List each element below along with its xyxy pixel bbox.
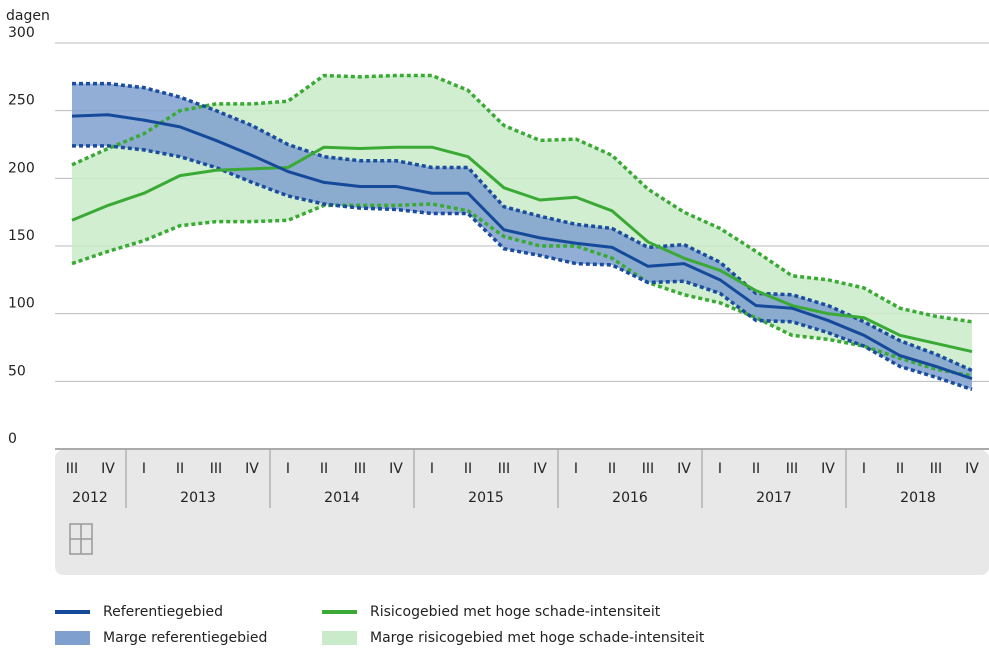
year-label: 2018 (900, 490, 936, 506)
x-tick-label: I (718, 461, 722, 477)
x-tick-label: IV (965, 461, 979, 477)
x-tick-label: IV (821, 461, 835, 477)
band-edge (72, 144, 973, 392)
legend-swatch (55, 631, 90, 645)
x-tick-label: IV (677, 461, 691, 477)
band-edge (71, 73, 973, 324)
x-tick-label: I (142, 461, 146, 477)
legend-label: Marge risicogebied met hoge schade-inten… (370, 630, 705, 646)
x-tick-label: III (930, 461, 942, 477)
y-tick-label: 50 (8, 363, 26, 379)
legend-label: Risicogebied met hoge schade-intensiteit (370, 604, 661, 620)
x-tick-label: I (430, 461, 434, 477)
x-tick-label: II (464, 461, 472, 477)
year-label: 2012 (72, 490, 108, 506)
band-area (72, 83, 972, 390)
x-tick-label: I (574, 461, 578, 477)
x-tick-label: II (608, 461, 616, 477)
band-edge (71, 202, 973, 378)
x-tick-label: II (896, 461, 904, 477)
x-tick-label: III (354, 461, 366, 477)
year-label: 2015 (468, 490, 504, 506)
logo (69, 523, 93, 555)
legend-label: Referentiegebied (103, 604, 223, 620)
x-tick-label: III (786, 461, 798, 477)
y-tick-label: 150 (8, 228, 35, 244)
x-tick-label: IV (533, 461, 547, 477)
x-tick-label: II (320, 461, 328, 477)
year-label: 2013 (180, 490, 216, 506)
y-tick-label: 200 (8, 160, 35, 176)
legend-swatch (322, 631, 357, 645)
year-label: 2014 (324, 490, 360, 506)
x-tick-label: III (210, 461, 222, 477)
y-tick-label: 300 (8, 25, 35, 41)
x-tick-label: II (752, 461, 760, 477)
axis-panel (55, 450, 989, 575)
year-label: 2017 (756, 490, 792, 506)
y-tick-label: 100 (8, 296, 35, 312)
x-tick-label: I (286, 461, 290, 477)
y-tick-label: 0 (8, 431, 17, 447)
line (71, 145, 973, 354)
x-tick-label: IV (245, 461, 259, 477)
y-tick-label: 250 (8, 93, 35, 109)
band-edge (72, 81, 973, 373)
year-label: 2016 (612, 490, 648, 506)
x-tick-label: III (66, 461, 78, 477)
line (71, 113, 973, 381)
x-tick-label: I (862, 461, 866, 477)
y-axis-label: dagen (6, 8, 50, 24)
x-tick-label: IV (101, 461, 115, 477)
legend-label: Marge referentiegebied (103, 630, 267, 646)
x-tick-label: IV (389, 461, 403, 477)
x-tick-label: II (176, 461, 184, 477)
x-tick-label: III (642, 461, 654, 477)
x-tick-label: III (498, 461, 510, 477)
